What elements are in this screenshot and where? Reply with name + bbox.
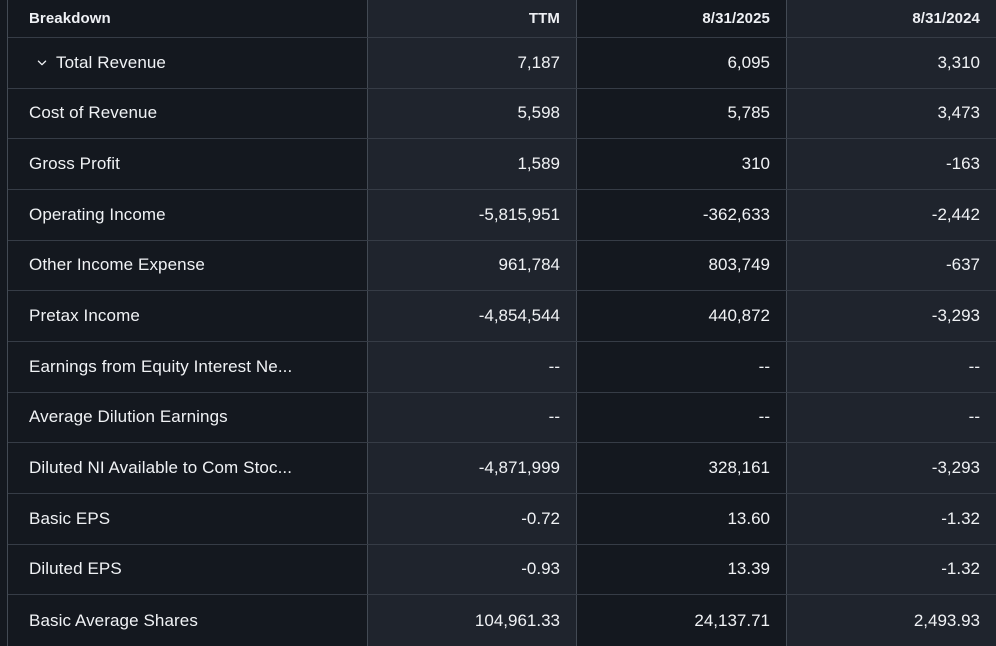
row-label: Basic Average Shares bbox=[29, 610, 198, 630]
row-label-cell: Pretax Income bbox=[8, 291, 368, 341]
value-2025: 440,872 bbox=[577, 291, 787, 341]
value-ttm: 5,598 bbox=[368, 88, 577, 139]
table-row: Operating Income -5,815,951 -362,633 -2,… bbox=[8, 189, 996, 241]
row-label: Operating Income bbox=[29, 204, 166, 224]
value-2025: 24,137.71 bbox=[577, 595, 787, 646]
row-label: Total Revenue bbox=[56, 52, 166, 72]
value-2024: -3,293 bbox=[787, 443, 996, 493]
table-row: Gross Profit 1,589 310 -163 bbox=[8, 139, 996, 190]
table-row: Pretax Income -4,854,544 440,872 -3,293 bbox=[8, 291, 996, 342]
row-label: Basic EPS bbox=[29, 508, 111, 528]
row-label-cell: Gross Profit bbox=[8, 139, 368, 189]
row-label-cell: Cost of Revenue bbox=[8, 88, 368, 139]
table-body: Total Revenue 7,187 6,095 3,310 Cost of … bbox=[8, 38, 996, 646]
value-2025: 803,749 bbox=[577, 240, 787, 291]
row-label: Pretax Income bbox=[29, 306, 140, 326]
value-ttm: 961,784 bbox=[368, 240, 577, 291]
row-label-cell: Total Revenue bbox=[8, 38, 368, 88]
table-header-row: Breakdown TTM 8/31/2025 8/31/2024 bbox=[8, 0, 996, 38]
column-header-date-2025: 8/31/2025 bbox=[577, 0, 787, 37]
value-2025: 5,785 bbox=[577, 88, 787, 139]
value-2024: 3,310 bbox=[787, 38, 996, 88]
row-label-cell: Average Dilution Earnings bbox=[8, 392, 368, 443]
row-label-cell: Basic Average Shares bbox=[8, 595, 368, 646]
value-ttm: -- bbox=[368, 392, 577, 443]
column-header-breakdown: Breakdown bbox=[8, 0, 368, 37]
value-2024: -163 bbox=[787, 139, 996, 189]
row-label-cell: Operating Income bbox=[8, 189, 368, 240]
value-ttm: -- bbox=[368, 341, 577, 392]
row-label: Average Dilution Earnings bbox=[29, 407, 228, 427]
value-2025: 13.60 bbox=[577, 493, 787, 544]
row-label-cell: Earnings from Equity Interest Ne... bbox=[8, 341, 368, 392]
value-2024: -- bbox=[787, 392, 996, 443]
row-label: Diluted EPS bbox=[29, 559, 122, 579]
row-label: Diluted NI Available to Com Stoc... bbox=[29, 458, 293, 478]
chevron-down-icon[interactable] bbox=[36, 57, 48, 69]
table-row: Total Revenue 7,187 6,095 3,310 bbox=[8, 38, 996, 89]
value-2025: -- bbox=[577, 392, 787, 443]
financials-breakdown-table: Breakdown TTM 8/31/2025 8/31/2024 Total … bbox=[7, 0, 996, 646]
column-header-date-2024: 8/31/2024 bbox=[787, 0, 996, 37]
row-label: Gross Profit bbox=[29, 154, 120, 174]
value-2024: -2,442 bbox=[787, 189, 996, 240]
value-2024: 2,493.93 bbox=[787, 595, 996, 646]
table-row: Diluted NI Available to Com Stoc... -4,8… bbox=[8, 443, 996, 494]
value-2024: -1.32 bbox=[787, 493, 996, 544]
table-row: Average Dilution Earnings -- -- -- bbox=[8, 392, 996, 444]
value-ttm: -4,854,544 bbox=[368, 291, 577, 341]
value-2024: -- bbox=[787, 341, 996, 392]
table-row: Earnings from Equity Interest Ne... -- -… bbox=[8, 341, 996, 393]
value-2025: 13.39 bbox=[577, 544, 787, 595]
row-label: Earnings from Equity Interest Ne... bbox=[29, 356, 293, 376]
table-row: Cost of Revenue 5,598 5,785 3,473 bbox=[8, 88, 996, 140]
value-2024: -3,293 bbox=[787, 291, 996, 341]
value-ttm: 104,961.33 bbox=[368, 595, 577, 646]
row-label-cell: Diluted EPS bbox=[8, 544, 368, 595]
row-label-cell: Diluted NI Available to Com Stoc... bbox=[8, 443, 368, 493]
value-ttm: -4,871,999 bbox=[368, 443, 577, 493]
value-ttm: -0.72 bbox=[368, 493, 577, 544]
table-row: Diluted EPS -0.93 13.39 -1.32 bbox=[8, 544, 996, 596]
column-header-ttm: TTM bbox=[368, 0, 577, 37]
value-2025: -- bbox=[577, 341, 787, 392]
table-row: Basic Average Shares 104,961.33 24,137.7… bbox=[8, 595, 996, 646]
value-2024: -1.32 bbox=[787, 544, 996, 595]
value-2024: -637 bbox=[787, 240, 996, 291]
value-2025: 6,095 bbox=[577, 38, 787, 88]
table-row: Other Income Expense 961,784 803,749 -63… bbox=[8, 240, 996, 292]
row-label: Cost of Revenue bbox=[29, 103, 158, 123]
value-2025: 328,161 bbox=[577, 443, 787, 493]
row-label-cell: Other Income Expense bbox=[8, 240, 368, 291]
table-row: Basic EPS -0.72 13.60 -1.32 bbox=[8, 493, 996, 545]
value-ttm: 1,589 bbox=[368, 139, 577, 189]
value-ttm: -0.93 bbox=[368, 544, 577, 595]
value-2025: -362,633 bbox=[577, 189, 787, 240]
row-label-cell: Basic EPS bbox=[8, 493, 368, 544]
value-ttm: -5,815,951 bbox=[368, 189, 577, 240]
value-2024: 3,473 bbox=[787, 88, 996, 139]
value-2025: 310 bbox=[577, 139, 787, 189]
value-ttm: 7,187 bbox=[368, 38, 577, 88]
row-label: Other Income Expense bbox=[29, 255, 205, 275]
